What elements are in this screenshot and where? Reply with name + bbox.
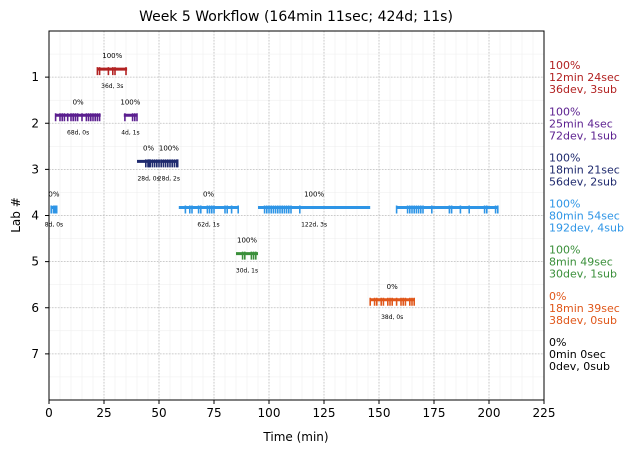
lab-3-row: 0% 28d, 0s 100% 28d, 2s xyxy=(137,144,180,182)
x-tick-label: 200 xyxy=(478,406,501,420)
x-tick-label: 225 xyxy=(533,406,556,420)
submission-percent: 100% xyxy=(159,144,179,152)
submission-percent: 0% xyxy=(48,191,59,199)
summary-line: 0% xyxy=(549,336,566,349)
lab-submissions: 100% 36d, 3s 0% 68d, 0s 100% 4d, 1s 0% 28d, 0s 1… xyxy=(45,52,499,321)
submission-percent: 100% xyxy=(237,237,257,245)
submission-info: 36d, 3s xyxy=(101,83,123,90)
submission-info: 68d, 0s xyxy=(67,129,89,136)
x-tick-label: 50 xyxy=(151,406,166,420)
x-tick-label: 75 xyxy=(206,406,221,420)
y-tick-label: 7 xyxy=(31,347,39,361)
lab-5-row: 100% 30d, 1s xyxy=(236,237,258,275)
lab-2-row: 0% 68d, 0s 100% 4d, 1s xyxy=(54,98,141,136)
summary-line: 56dev, 2sub xyxy=(549,175,617,188)
summary-line: 192dev, 4sub xyxy=(549,222,624,235)
y-tick-label: 5 xyxy=(31,255,39,269)
grid xyxy=(48,31,545,400)
summary-line: 36dev, 3sub xyxy=(549,83,617,96)
summary-line: 100% xyxy=(549,59,580,72)
y-tick-label: 6 xyxy=(31,301,39,315)
submission-percent: 0% xyxy=(73,98,84,106)
lab-6-row: 0% 38d, 0s xyxy=(369,283,416,321)
y-tick-label: 4 xyxy=(31,209,39,223)
summary-line: 25min 4sec xyxy=(549,117,613,130)
submission-percent: 0% xyxy=(387,283,398,291)
summary-line: 0min 0sec xyxy=(549,348,606,361)
submission-percent: 0% xyxy=(203,191,214,199)
submission-info: 4d, 1s xyxy=(121,129,139,136)
x-tick-label: 0 xyxy=(45,406,53,420)
x-tick-label: 150 xyxy=(368,406,391,420)
summary-line: 8min 49sec xyxy=(549,256,613,269)
submission-info: 38d, 0s xyxy=(381,314,403,321)
x-tick-label: 100 xyxy=(258,406,281,420)
y-axis-ticks: 1 2 3 4 5 6 7 xyxy=(31,70,49,361)
x-tick-label: 25 xyxy=(96,406,111,420)
y-tick-label: 2 xyxy=(31,116,39,130)
y-axis-label: Lab # xyxy=(9,197,23,233)
y-tick-label: 3 xyxy=(31,162,39,176)
summary-line: 0% xyxy=(549,290,566,303)
chart-title: Week 5 Workflow (164min 11sec; 424d; 11s… xyxy=(139,9,453,25)
submission-info: 30d, 1s xyxy=(236,268,258,275)
lab-1-row: 100% 36d, 3s xyxy=(96,52,128,90)
x-axis-label: Time (min) xyxy=(262,430,328,444)
submission-percent: 100% xyxy=(304,191,324,199)
summary-line: 18min 39sec xyxy=(549,302,620,315)
submission-percent: 0% xyxy=(143,144,154,152)
submission-percent: 100% xyxy=(120,98,140,106)
submission-info: 62d, 1s xyxy=(197,222,219,229)
summary-line: 72dev, 1sub xyxy=(549,129,617,142)
submission-info: 28d, 2s xyxy=(158,175,180,182)
summary-line: 100% xyxy=(549,244,580,257)
summary-line: 38dev, 0sub xyxy=(549,314,617,327)
summary-line: 100% xyxy=(549,198,580,211)
x-tick-label: 125 xyxy=(313,406,336,420)
summary-line: 30dev, 1sub xyxy=(549,268,617,281)
summary-line: 100% xyxy=(549,105,580,118)
summary-line: 100% xyxy=(549,151,580,164)
summary-line: 80min 54sec xyxy=(549,210,620,223)
lab-4-row: 0% 8d, 0s 0% 62d, 1s 100% 122d, 3s xyxy=(45,191,499,229)
x-axis-ticks: 0 25 50 75 100 125 150 175 200 225 xyxy=(45,400,555,420)
submission-percent: 100% xyxy=(102,52,122,60)
submission-info: 28d, 0s xyxy=(137,175,159,182)
x-tick-label: 175 xyxy=(423,406,446,420)
submission-info: 122d, 3s xyxy=(301,222,327,229)
summary-line: 18min 21sec xyxy=(549,163,620,176)
summary-line: 12min 24sec xyxy=(549,71,620,84)
submission-info: 8d, 0s xyxy=(45,222,63,229)
summary-line: 0dev, 0sub xyxy=(549,360,610,373)
y-tick-label: 1 xyxy=(31,70,39,84)
